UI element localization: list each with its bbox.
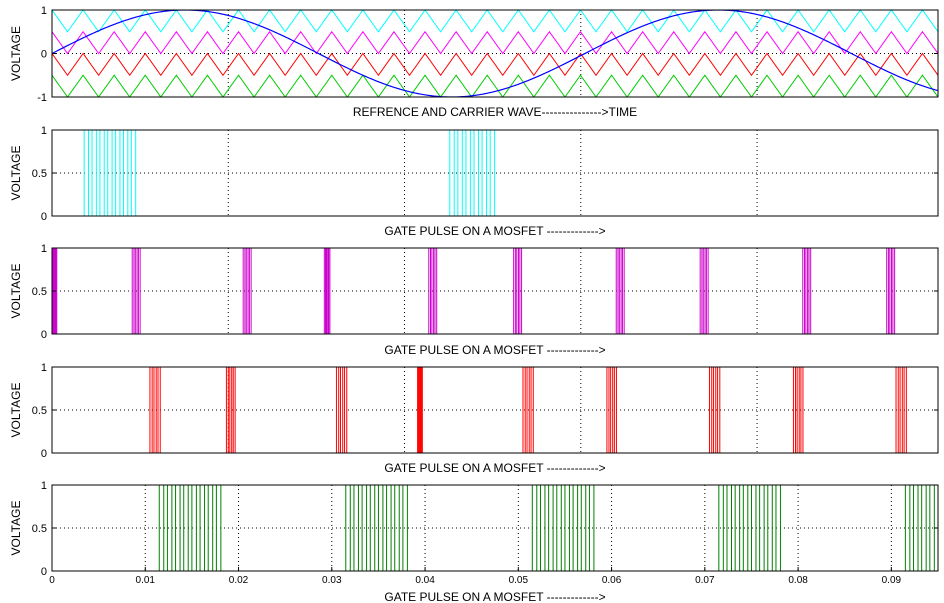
y-tick-label: -1	[37, 92, 47, 104]
y-tick-label: 1	[41, 125, 47, 137]
reference-sine	[52, 10, 938, 97]
subplot-2: 0 0.5 1 VOLTAGE GATE PULSE ON A MOSFET -----…	[9, 125, 939, 238]
x-tick-label: 0.07	[695, 575, 715, 586]
x-axis-label: GATE PULSE ON A MOSFET ------------->	[384, 224, 605, 238]
y-tick-label: 0	[41, 566, 47, 578]
x-axis-label: GATE PULSE ON A MOSFET ------------->	[384, 461, 605, 475]
x-tick-label: 0.01	[136, 575, 156, 586]
x-tick-label: 0.05	[509, 575, 529, 586]
y-tick-label: 1	[41, 480, 47, 492]
x-tick-label: 0.09	[882, 575, 902, 586]
y-tick-label: 0	[41, 211, 47, 223]
y-tick-label: 0.5	[32, 168, 47, 180]
subplot-4: 0 0.5 1 VOLTAGE GATE PULSE ON A MOSFET -----…	[9, 362, 939, 475]
x-tick-label: 0.04	[415, 575, 435, 586]
x-axis-label: GATE PULSE ON A MOSFET ------------->	[384, 343, 605, 357]
x-tick-label: 0.03	[322, 575, 342, 586]
x-axis-label: GATE PULSE ON A MOSFET ------------->	[384, 590, 605, 603]
y-tick-label: 1	[41, 362, 47, 374]
subplot-5: 0 0.5 1 0 0.01 0.02 0.03 0.04 0.05 0.06 0.07 0.08 0.…	[9, 480, 939, 603]
y-tick-label: 0	[41, 329, 47, 341]
y-tick-label: 0.5	[32, 286, 47, 298]
carrier-wave-2	[52, 30, 938, 55]
y-axis-label: VOLTAGE	[9, 264, 23, 319]
x-tick-label: 0.08	[788, 575, 808, 586]
subplot-1: -1 0 1 VOLTAGE REFRENCE AND CARRIER WAVE----…	[9, 5, 939, 119]
y-tick-label: 0.5	[32, 523, 47, 535]
y-axis-label: VOLTAGE	[9, 501, 23, 556]
carrier-wave-4	[52, 74, 938, 97]
y-tick-label: 1	[41, 243, 47, 255]
y-axis-label: VOLTAGE	[9, 146, 23, 201]
y-tick-label: 0	[41, 49, 47, 61]
series-group	[52, 10, 938, 97]
x-tick-label: 0	[49, 575, 55, 586]
y-tick-label: 0.5	[32, 405, 47, 417]
y-axis-label: VOLTAGE	[9, 383, 23, 438]
x-axis-label: REFRENCE AND CARRIER WAVE---------------…	[353, 105, 637, 119]
carrier-wave-3	[52, 52, 938, 77]
y-tick-label: 1	[41, 5, 47, 17]
y-tick-label: 0	[41, 448, 47, 460]
y-axis-label: VOLTAGE	[9, 26, 23, 81]
carrier-wave-1	[52, 10, 938, 33]
subplot-3: 0 0.5 1 VOLTAGE GATE PULSE ON A MOSFET -----…	[9, 243, 939, 357]
x-tick-label: 0.02	[229, 575, 249, 586]
x-tick-label: 0.06	[602, 575, 622, 586]
